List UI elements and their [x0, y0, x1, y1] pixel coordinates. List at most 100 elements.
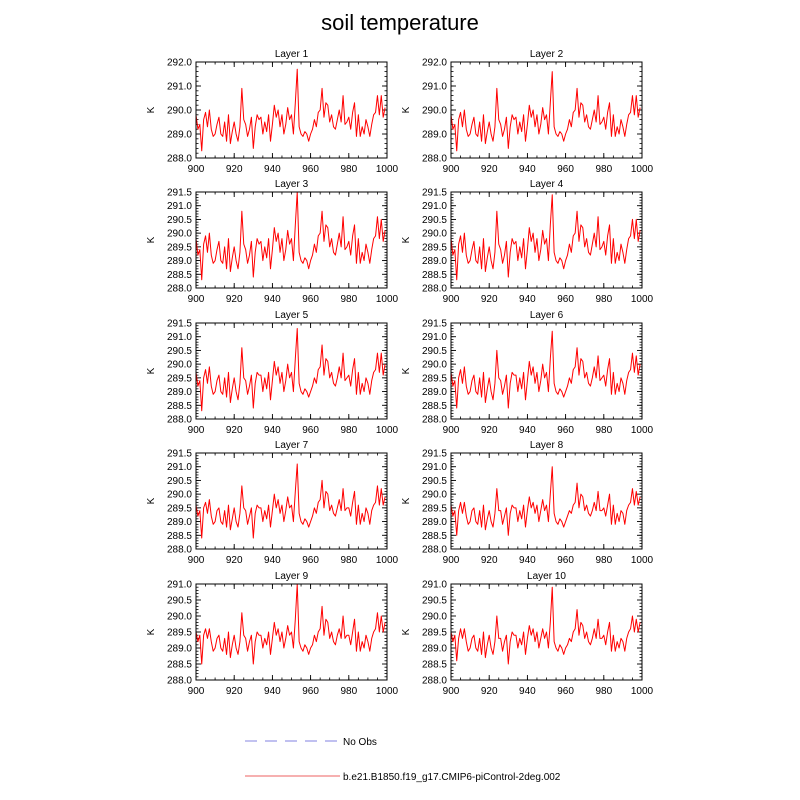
y-tick-label: 289.0 — [422, 387, 447, 398]
x-tick-label: 900 — [443, 164, 460, 175]
series-line — [195, 583, 386, 665]
y-tick-label: 288.0 — [167, 154, 192, 165]
y-tick-label: 291.0 — [167, 462, 192, 473]
x-tick-label: 940 — [264, 555, 281, 566]
legend-model-label: b.e21.B1850.f19_g17.CMIP6-piControl-2deg… — [343, 772, 561, 783]
y-tick-label: 290.0 — [422, 490, 447, 501]
y-tick-label: 291.0 — [422, 332, 447, 343]
x-tick-label: 960 — [557, 164, 574, 175]
y-tick-label: 290.0 — [422, 360, 447, 371]
y-tick-label: 289.0 — [167, 256, 192, 267]
series-line — [450, 466, 641, 536]
plot-frame — [450, 191, 643, 289]
y-tick-label: 291.5 — [422, 319, 447, 330]
y-tick-label: 291.0 — [422, 462, 447, 473]
y-tick-label: 292.0 — [167, 58, 192, 69]
x-tick-label: 940 — [264, 294, 281, 305]
y-tick-label: 291.5 — [167, 188, 192, 199]
x-tick-label: 920 — [226, 294, 243, 305]
panel-layer-9: Layer 9 K 900 920 940 960 980 1000 288.0 288.5 289… — [146, 571, 399, 697]
x-tick-label: 920 — [481, 164, 498, 175]
panel-layer-4: Layer 4 K 900 920 940 960 980 1000 288.0 288.5 289… — [401, 179, 654, 305]
y-tick-label: 291.0 — [167, 580, 192, 591]
y-tick-label: 290.0 — [167, 229, 192, 240]
y-tick-label: 288.5 — [422, 531, 447, 542]
y-tick-label: 289.0 — [167, 387, 192, 398]
y-tick-label: 289.5 — [167, 503, 192, 514]
panel-layer-2: Layer 2 K 900 920 940 960 980 1000 288.0 289.0 290… — [401, 49, 654, 175]
panel-title: Layer 8 — [530, 440, 564, 451]
y-tick-label: 290.0 — [422, 612, 447, 623]
x-tick-label: 980 — [595, 425, 612, 436]
legend: No Obs b.e21.B1850.f19_g17.CMIP6-piContr… — [245, 737, 561, 783]
x-tick-label: 960 — [302, 686, 319, 697]
y-axis-label: K — [401, 497, 412, 504]
x-tick-label: 920 — [481, 294, 498, 305]
x-tick-label: 960 — [557, 294, 574, 305]
y-axis-label: K — [401, 106, 412, 113]
y-tick-label: 288.0 — [167, 676, 192, 687]
x-tick-label: 980 — [340, 294, 357, 305]
x-tick-label: 920 — [226, 686, 243, 697]
x-tick-label: 1000 — [631, 555, 654, 566]
y-tick-label: 291.0 — [167, 201, 192, 212]
panel-title: Layer 9 — [275, 571, 309, 582]
y-tick-label: 291.5 — [167, 449, 192, 460]
y-axis-label: K — [146, 497, 157, 504]
x-tick-label: 980 — [340, 555, 357, 566]
x-tick-label: 920 — [481, 425, 498, 436]
panel-layer-3: Layer 3 K 900 920 940 960 980 1000 288.0 288.5 289… — [146, 179, 399, 305]
y-tick-label: 291.5 — [422, 449, 447, 460]
x-tick-label: 940 — [264, 425, 281, 436]
x-tick-label: 900 — [188, 555, 205, 566]
x-tick-label: 980 — [340, 425, 357, 436]
plot-frame — [450, 583, 643, 681]
y-tick-label: 288.0 — [422, 676, 447, 687]
panel-layer-1: Layer 1 K 900 920 940 960 980 1000 288.0 289.0 290… — [146, 49, 399, 175]
x-tick-label: 940 — [519, 686, 536, 697]
x-tick-label: 1000 — [376, 294, 399, 305]
y-tick-label: 288.0 — [422, 415, 447, 426]
y-tick-label: 288.0 — [167, 284, 192, 295]
y-tick-label: 289.5 — [167, 628, 192, 639]
x-tick-label: 900 — [443, 294, 460, 305]
x-tick-label: 980 — [595, 164, 612, 175]
series-line — [195, 463, 386, 539]
y-tick-label: 288.0 — [422, 545, 447, 556]
x-tick-label: 940 — [519, 425, 536, 436]
y-tick-label: 291.0 — [422, 580, 447, 591]
y-tick-label: 289.5 — [167, 373, 192, 384]
x-tick-label: 900 — [188, 164, 205, 175]
y-tick-label: 288.0 — [167, 415, 192, 426]
x-tick-label: 920 — [481, 686, 498, 697]
x-tick-label: 1000 — [631, 294, 654, 305]
y-tick-label: 290.5 — [422, 215, 447, 226]
panel-title: Layer 7 — [275, 440, 309, 451]
y-tick-label: 288.0 — [422, 154, 447, 165]
y-tick-label: 288.5 — [422, 401, 447, 412]
x-tick-label: 960 — [302, 294, 319, 305]
x-tick-label: 1000 — [376, 555, 399, 566]
y-tick-label: 292.0 — [422, 58, 447, 69]
x-tick-label: 900 — [188, 686, 205, 697]
y-tick-label: 288.5 — [167, 401, 192, 412]
x-tick-label: 900 — [188, 294, 205, 305]
y-tick-label: 291.5 — [167, 319, 192, 330]
panel-layer-8: Layer 8 K 900 920 940 960 980 1000 288.0 288.5 289… — [401, 440, 654, 566]
x-tick-label: 940 — [519, 555, 536, 566]
y-axis-label: K — [146, 367, 157, 374]
y-axis-label: K — [401, 628, 412, 635]
y-tick-label: 290.0 — [167, 612, 192, 623]
plot-frame — [195, 452, 388, 550]
legend-no-obs-label: No Obs — [343, 737, 377, 748]
x-tick-label: 900 — [188, 425, 205, 436]
y-tick-label: 288.5 — [422, 660, 447, 671]
y-tick-label: 288.0 — [167, 545, 192, 556]
x-tick-label: 960 — [557, 555, 574, 566]
panel-title: Layer 5 — [275, 310, 309, 321]
series-line — [450, 194, 641, 281]
panel-title: Layer 10 — [527, 571, 566, 582]
plot-frame — [450, 452, 643, 550]
x-tick-label: 980 — [595, 686, 612, 697]
y-tick-label: 289.5 — [422, 242, 447, 253]
